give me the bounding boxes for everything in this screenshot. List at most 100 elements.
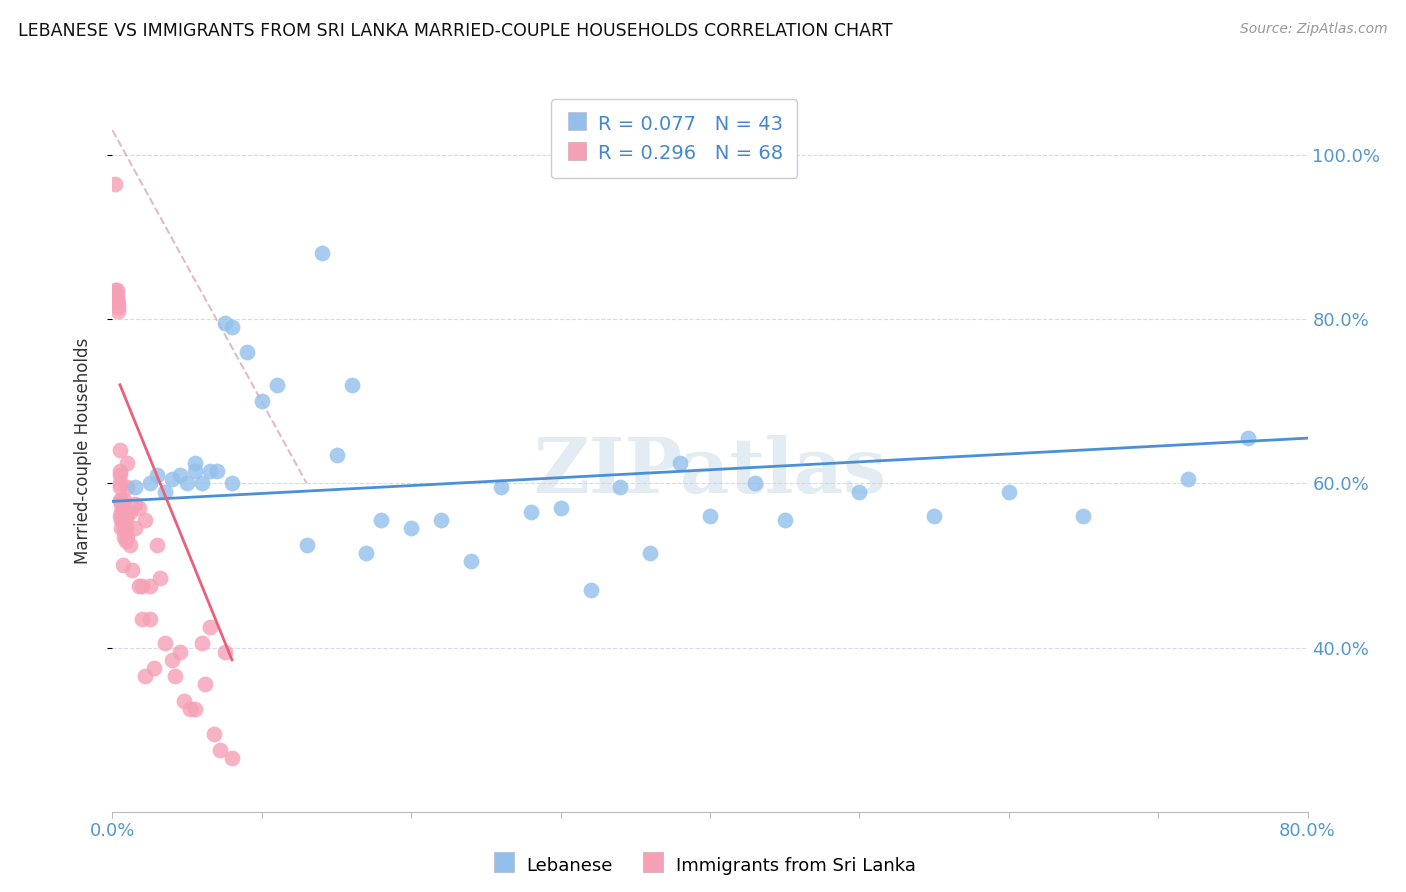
Point bbox=[295, 538, 318, 552]
Point bbox=[183, 702, 205, 716]
Point bbox=[124, 497, 146, 511]
Point bbox=[114, 521, 135, 535]
Point bbox=[183, 456, 205, 470]
Point bbox=[146, 538, 169, 552]
Point bbox=[115, 521, 138, 535]
Point bbox=[848, 484, 870, 499]
Point bbox=[108, 476, 131, 491]
Point bbox=[266, 377, 288, 392]
Point bbox=[221, 476, 243, 491]
Point bbox=[110, 492, 132, 507]
Point bbox=[311, 246, 333, 260]
Point bbox=[105, 284, 128, 298]
Legend: R = 0.077   N = 43, R = 0.296   N = 68: R = 0.077 N = 43, R = 0.296 N = 68 bbox=[551, 99, 797, 178]
Point bbox=[198, 464, 221, 478]
Point bbox=[194, 677, 217, 691]
Point bbox=[1073, 509, 1095, 524]
Point bbox=[489, 480, 512, 494]
Point bbox=[121, 562, 143, 576]
Point bbox=[114, 513, 135, 527]
Point bbox=[153, 484, 176, 499]
Point bbox=[460, 554, 482, 568]
Point bbox=[128, 579, 150, 593]
Point bbox=[110, 513, 132, 527]
Point bbox=[111, 513, 134, 527]
Point bbox=[236, 345, 259, 359]
Point bbox=[1237, 431, 1260, 445]
Point bbox=[117, 480, 139, 494]
Point bbox=[550, 500, 572, 515]
Point bbox=[430, 513, 453, 527]
Point bbox=[370, 513, 392, 527]
Point bbox=[108, 509, 131, 524]
Point bbox=[139, 476, 162, 491]
Point bbox=[111, 497, 134, 511]
Point bbox=[115, 533, 138, 548]
Point bbox=[153, 636, 176, 650]
Point bbox=[110, 497, 132, 511]
Point bbox=[114, 530, 135, 544]
Point bbox=[139, 612, 162, 626]
Point bbox=[183, 464, 205, 478]
Point bbox=[107, 295, 129, 310]
Point bbox=[209, 743, 232, 757]
Point bbox=[356, 546, 378, 560]
Point bbox=[214, 316, 236, 330]
Point bbox=[1177, 472, 1199, 486]
Point bbox=[198, 620, 221, 634]
Text: ZIPatlas: ZIPatlas bbox=[533, 435, 887, 509]
Point bbox=[104, 284, 127, 298]
Point bbox=[107, 304, 129, 318]
Point bbox=[340, 377, 363, 392]
Point bbox=[221, 751, 243, 765]
Point bbox=[773, 513, 796, 527]
Point bbox=[104, 177, 127, 191]
Point bbox=[131, 579, 153, 593]
Point bbox=[110, 505, 132, 519]
Point bbox=[139, 579, 162, 593]
Text: LEBANESE VS IMMIGRANTS FROM SRI LANKA MARRIED-COUPLE HOUSEHOLDS CORRELATION CHAR: LEBANESE VS IMMIGRANTS FROM SRI LANKA MA… bbox=[18, 22, 893, 40]
Point bbox=[108, 492, 131, 507]
Point bbox=[922, 509, 945, 524]
Point bbox=[115, 513, 138, 527]
Point bbox=[108, 443, 131, 458]
Point bbox=[117, 530, 139, 544]
Point bbox=[202, 727, 225, 741]
Point bbox=[105, 287, 128, 301]
Point bbox=[111, 558, 134, 573]
Point bbox=[609, 480, 631, 494]
Point bbox=[998, 484, 1021, 499]
Point bbox=[108, 464, 131, 478]
Point bbox=[131, 612, 153, 626]
Point bbox=[149, 571, 172, 585]
Point bbox=[124, 480, 146, 494]
Point bbox=[699, 509, 721, 524]
Legend: Lebanese, Immigrants from Sri Lanka: Lebanese, Immigrants from Sri Lanka bbox=[484, 847, 922, 883]
Point bbox=[162, 653, 183, 667]
Point bbox=[669, 456, 692, 470]
Point bbox=[120, 538, 142, 552]
Point bbox=[191, 636, 214, 650]
Text: Source: ZipAtlas.com: Source: ZipAtlas.com bbox=[1240, 22, 1388, 37]
Point bbox=[105, 292, 128, 306]
Point bbox=[120, 505, 142, 519]
Point bbox=[169, 468, 191, 483]
Point bbox=[117, 456, 139, 470]
Point bbox=[205, 464, 228, 478]
Point bbox=[640, 546, 662, 560]
Point bbox=[173, 694, 195, 708]
Point bbox=[134, 669, 156, 683]
Point bbox=[105, 292, 128, 306]
Point bbox=[401, 521, 423, 535]
Point bbox=[115, 505, 138, 519]
Point bbox=[108, 480, 131, 494]
Point bbox=[221, 320, 243, 334]
Point bbox=[128, 500, 150, 515]
Point bbox=[325, 448, 347, 462]
Point bbox=[169, 645, 191, 659]
Point bbox=[111, 505, 134, 519]
Point bbox=[146, 468, 169, 483]
Point bbox=[134, 513, 156, 527]
Point bbox=[110, 521, 132, 535]
Point bbox=[165, 669, 187, 683]
